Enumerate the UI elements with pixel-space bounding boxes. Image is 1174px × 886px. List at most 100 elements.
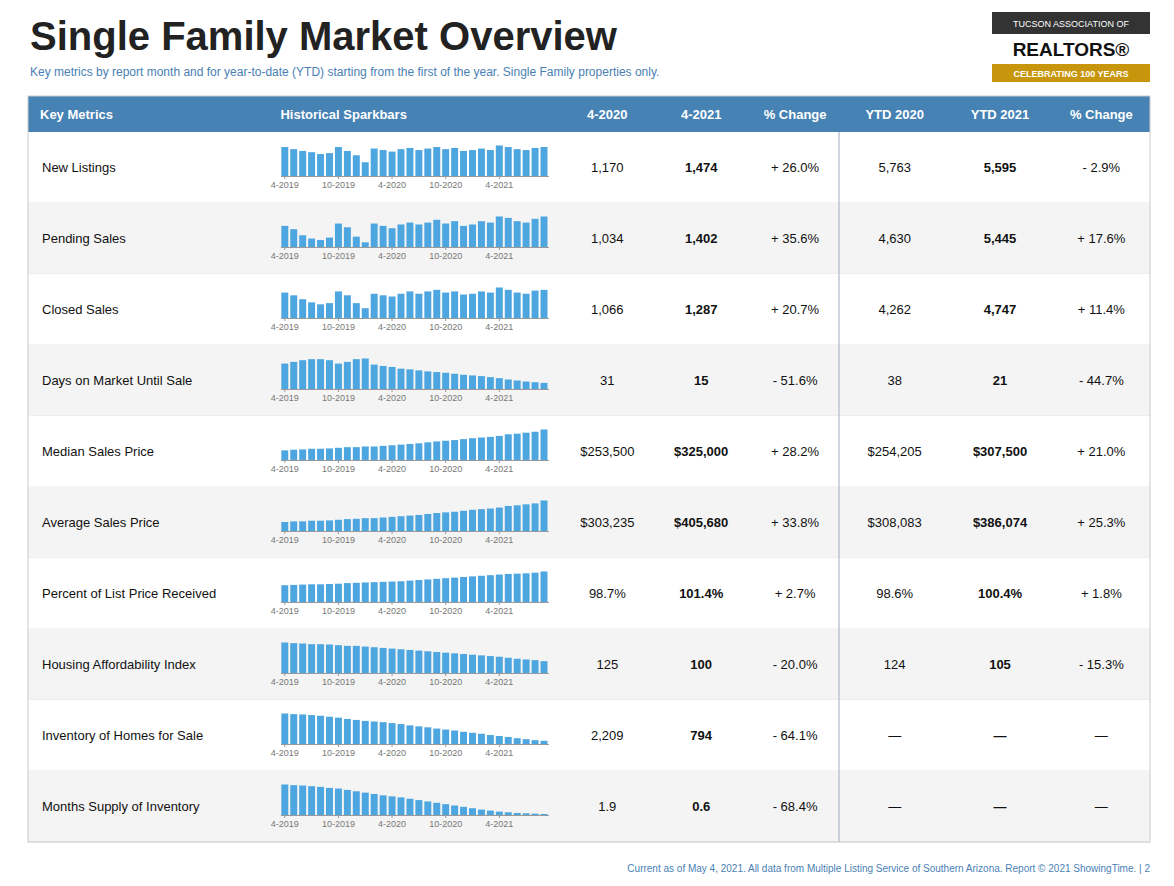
bar — [299, 786, 306, 815]
bar — [523, 382, 530, 389]
column-header: Historical Sparkbars — [280, 107, 406, 122]
bar — [398, 369, 405, 389]
bar — [299, 644, 306, 673]
bar — [532, 573, 539, 602]
tick-label: 10-2020 — [429, 180, 462, 190]
bar — [514, 221, 521, 247]
bar — [532, 740, 539, 744]
bar — [451, 148, 458, 176]
bar — [398, 724, 405, 744]
table-cell: 100.4% — [978, 586, 1023, 601]
bar — [389, 228, 396, 247]
bar — [424, 727, 431, 744]
table-cell: 5,595 — [984, 160, 1017, 175]
tick-mark — [445, 673, 446, 676]
bar — [514, 505, 521, 531]
axis-line — [281, 602, 549, 603]
bar — [433, 513, 440, 531]
bar — [532, 660, 539, 673]
bar — [451, 374, 458, 389]
bars — [281, 713, 547, 744]
bar — [505, 290, 512, 318]
bar — [442, 149, 449, 176]
bar — [406, 725, 413, 744]
tick-label: 4-2020 — [378, 464, 406, 474]
tick: 4-2021 — [485, 176, 513, 190]
table-cell: 4,630 — [878, 231, 911, 246]
bar — [362, 647, 369, 673]
bar — [442, 441, 449, 460]
bar — [290, 295, 297, 318]
table-cell: $308,083 — [868, 515, 922, 530]
bars — [281, 500, 547, 531]
table-cell: + 2.7% — [775, 586, 816, 601]
axis-line — [281, 673, 549, 674]
bar — [433, 290, 440, 318]
bar — [523, 659, 530, 673]
row-bg — [28, 771, 1150, 842]
column-header: % Change — [1070, 107, 1133, 122]
bar — [398, 445, 405, 460]
bar — [389, 296, 396, 318]
bar — [308, 152, 315, 176]
bar — [478, 291, 485, 318]
bar — [478, 734, 485, 744]
bar — [442, 512, 449, 531]
bars — [281, 571, 547, 602]
bar — [389, 445, 396, 460]
bar — [478, 149, 485, 176]
tick: 10-2019 — [322, 460, 355, 474]
table-cell: 4,747 — [984, 302, 1017, 317]
bar — [487, 735, 494, 744]
logo-top — [992, 12, 1150, 34]
tick-mark — [499, 176, 500, 179]
bar — [406, 581, 413, 602]
bar — [362, 242, 369, 247]
tick: 4-2020 — [378, 673, 406, 687]
tick: 4-2019 — [271, 318, 299, 332]
tick-label: 4-2019 — [271, 535, 299, 545]
table-cell: — — [888, 799, 901, 814]
bar — [344, 646, 351, 673]
bar — [389, 367, 396, 389]
tick-mark — [338, 460, 339, 463]
tick-mark — [499, 247, 500, 250]
bar — [344, 719, 351, 744]
axis-line — [281, 247, 549, 248]
bar — [308, 359, 315, 389]
bar — [496, 657, 503, 673]
bar — [415, 515, 422, 531]
bars — [281, 216, 547, 247]
bar — [344, 151, 351, 176]
bar — [442, 293, 449, 318]
tick: 10-2019 — [322, 815, 355, 829]
tick-label: 10-2019 — [322, 748, 355, 758]
bar — [532, 814, 539, 815]
tick-mark — [284, 460, 285, 463]
bar — [487, 293, 494, 318]
axis-line — [281, 460, 549, 461]
bar — [398, 581, 405, 602]
bar — [380, 582, 387, 602]
bar — [398, 224, 405, 247]
bar — [281, 784, 288, 815]
bar — [460, 511, 467, 531]
bar — [424, 801, 431, 815]
tick-mark — [445, 247, 446, 250]
bar — [389, 152, 396, 176]
bar — [308, 521, 315, 531]
bar — [308, 644, 315, 673]
axis-line — [281, 318, 549, 319]
bar — [424, 149, 431, 176]
bar — [523, 504, 530, 531]
bar — [415, 370, 422, 389]
bar — [398, 649, 405, 673]
bar — [406, 223, 413, 247]
row-bg — [28, 487, 1150, 558]
sparkbar-chart: 4-201910-20194-202010-20204-2021 — [271, 287, 549, 332]
bar — [299, 151, 306, 176]
tick-label: 4-2021 — [485, 251, 513, 261]
tick: 10-2019 — [322, 531, 355, 545]
metric-label: Pending Sales — [42, 231, 126, 246]
sparkbar-chart: 4-201910-20194-202010-20204-2021 — [271, 713, 549, 758]
